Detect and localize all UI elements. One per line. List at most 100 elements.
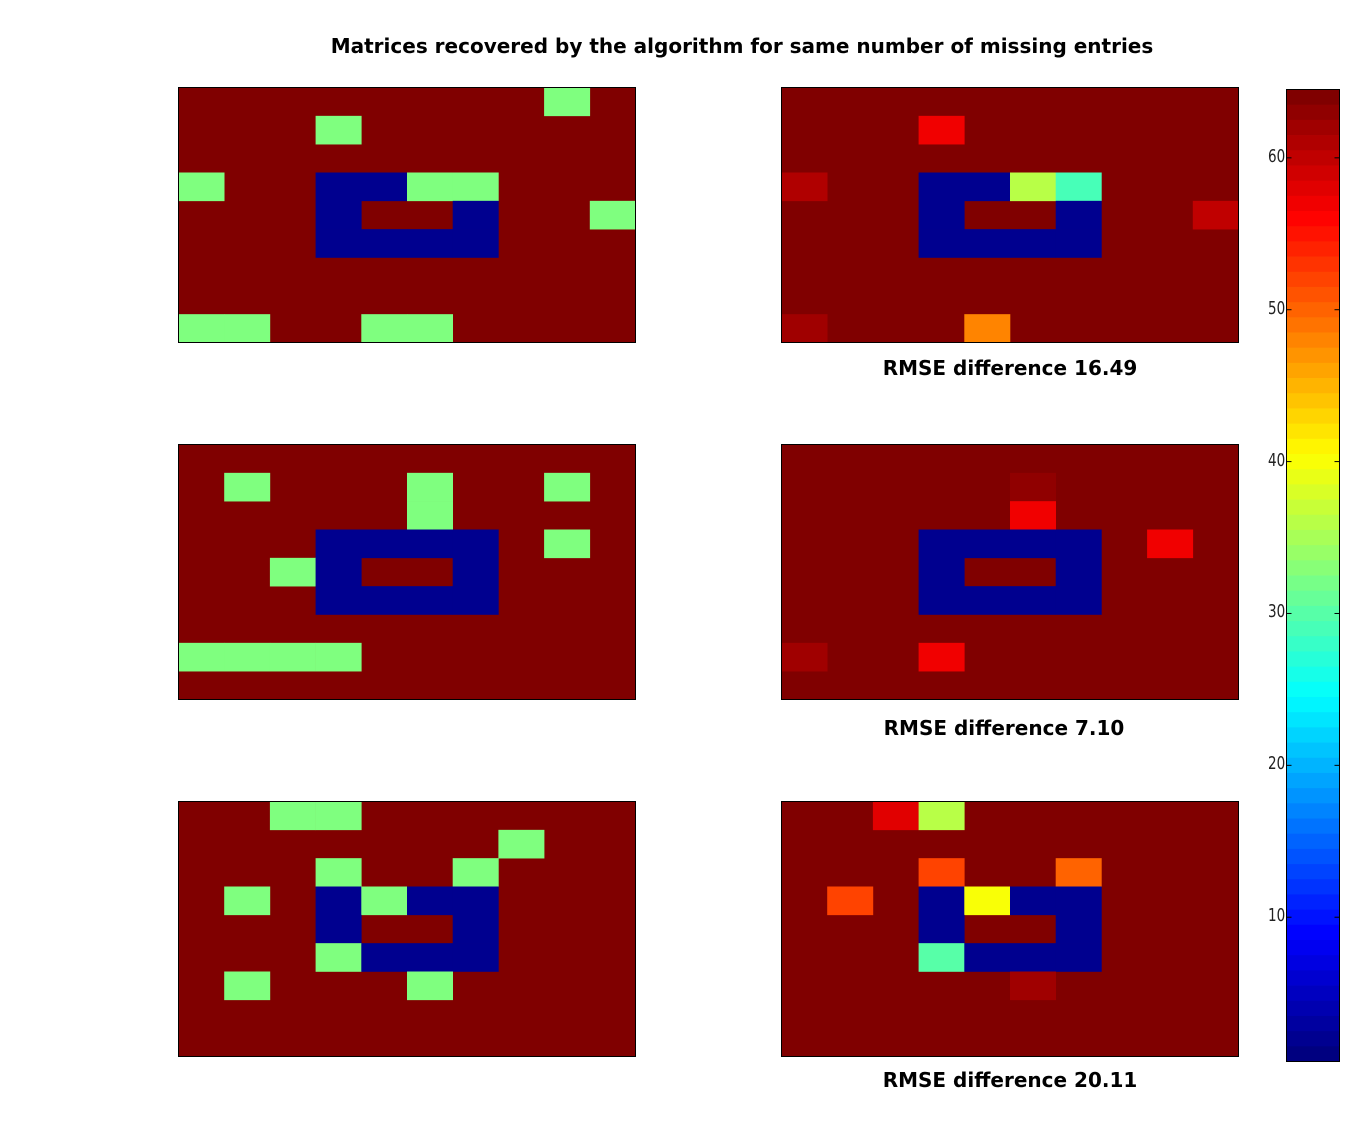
colorbar-segment: [1286, 879, 1340, 895]
heatmap-cell: [452, 172, 499, 202]
colorbar-segment: [1286, 180, 1340, 197]
colorbar-segment: [1286, 651, 1340, 668]
figure-title: Matrices recovered by the algorithm for …: [330, 34, 1154, 58]
heatmap-row2-right: [781, 444, 1239, 701]
colorbar-segment: [1286, 742, 1340, 759]
heatmap-background: [781, 801, 1239, 1057]
heatmap-row1-right: [781, 87, 1239, 344]
heatmap-cell: [498, 829, 545, 859]
heatmap-cell: [964, 229, 1011, 258]
colorbar-segment: [1286, 955, 1340, 971]
colorbar-segment: [1286, 1000, 1340, 1017]
heatmap-cell: [315, 886, 362, 916]
colorbar-segment: [1286, 423, 1340, 440]
heatmap-cell: [1010, 886, 1056, 916]
colorbar-segment: [1286, 666, 1340, 683]
colorbar-segment: [1286, 165, 1340, 182]
colorbar-tick-label: 50: [1268, 297, 1286, 319]
colorbar-frame: [1286, 89, 1340, 1062]
heatmap-svg: [178, 444, 636, 700]
heatmap-cell: [1147, 529, 1194, 559]
colorbar-segment: [1286, 347, 1340, 364]
heatmap-cell: [315, 586, 362, 615]
colorbar-segment: [1286, 970, 1340, 986]
rmse-caption-2: RMSE difference 7.10: [883, 716, 1125, 740]
colorbar-segment: [1286, 697, 1340, 713]
heatmap-cell: [407, 529, 453, 559]
heatmap-background: [781, 87, 1239, 343]
heatmap-cell: [1010, 529, 1056, 559]
colorbar-segment: [1286, 454, 1340, 470]
colorbar-segment: [1286, 1046, 1340, 1062]
heatmap-cell: [361, 229, 408, 258]
heatmap-cell: [315, 943, 362, 972]
heatmap-cell: [407, 314, 453, 343]
heatmap-frame: [178, 87, 636, 343]
heatmap-cell: [1010, 229, 1056, 258]
heatmap-cell: [452, 529, 499, 559]
heatmap-cell: [918, 229, 965, 258]
heatmap-cell: [589, 200, 636, 230]
heatmap-cell: [1055, 229, 1102, 258]
heatmap-cell: [407, 971, 453, 1001]
colorbar-svg: [1286, 89, 1340, 1062]
heatmap-svg: [178, 801, 636, 1057]
heatmap-cell: [224, 886, 271, 916]
colorbar-segment: [1286, 119, 1340, 136]
heatmap-cell: [1010, 501, 1056, 530]
colorbar-tick-label: 60: [1268, 145, 1286, 167]
colorbar-tick-label: 40: [1268, 449, 1286, 471]
colorbar-segment: [1286, 848, 1340, 865]
heatmap-cell: [407, 229, 453, 258]
colorbar-segment: [1286, 286, 1340, 303]
colorbar-segment: [1286, 195, 1340, 212]
colorbar-segment: [1286, 241, 1340, 257]
heatmap-cell: [315, 200, 362, 230]
colorbar-segment: [1286, 104, 1340, 121]
heatmap-cell: [1192, 200, 1239, 230]
colorbar-segment: [1286, 1031, 1340, 1047]
heatmap-cell: [964, 886, 1011, 916]
heatmap-frame: [781, 444, 1239, 700]
colorbar-segment: [1286, 605, 1340, 622]
colorbar-segment: [1286, 302, 1340, 318]
heatmap-cell: [964, 529, 1011, 559]
heatmap-cell: [269, 801, 316, 831]
heatmap-cell: [452, 229, 499, 258]
heatmap-cell: [178, 642, 225, 672]
heatmap-cell: [918, 858, 965, 887]
heatmap-cell: [315, 801, 362, 831]
heatmap-cell: [315, 115, 362, 145]
heatmap-cell: [781, 314, 828, 343]
heatmap-cell: [269, 642, 316, 672]
colorbar-segment: [1286, 864, 1340, 880]
colorbar-segment: [1286, 772, 1340, 789]
heatmap-cell: [827, 886, 874, 916]
heatmap-cell: [224, 971, 271, 1001]
heatmap-cell: [1055, 858, 1102, 887]
heatmap-cell: [964, 172, 1011, 202]
heatmap-cell: [452, 914, 499, 944]
heatmap-cell: [315, 529, 362, 559]
colorbar-segment: [1286, 408, 1340, 425]
colorbar-segment: [1286, 317, 1340, 333]
heatmap-cell: [361, 172, 408, 202]
heatmap-cell: [918, 914, 965, 944]
colorbar-segment: [1286, 575, 1340, 592]
heatmap-cell: [224, 314, 271, 343]
colorbar-segment: [1286, 924, 1340, 941]
heatmap-frame: [178, 801, 636, 1057]
colorbar-segment: [1286, 681, 1340, 698]
heatmap-cell: [315, 642, 362, 672]
heatmap-cell: [918, 801, 965, 831]
heatmap-frame: [178, 444, 636, 700]
colorbar-segment: [1286, 378, 1340, 394]
colorbar-segment: [1286, 803, 1340, 819]
colorbar-segment: [1286, 332, 1340, 349]
heatmap-cell: [918, 943, 965, 972]
colorbar-segment: [1286, 560, 1340, 576]
heatmap-cell: [918, 642, 965, 672]
heatmap-cell: [452, 586, 499, 615]
heatmap-background: [178, 87, 636, 343]
